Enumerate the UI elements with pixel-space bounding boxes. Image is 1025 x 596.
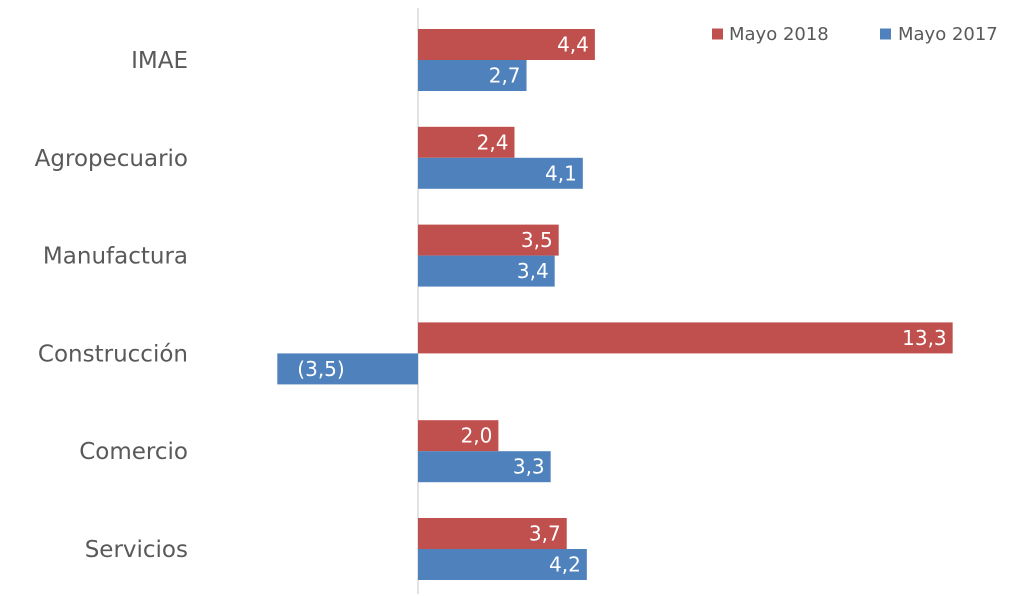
data-label-construccion-mayo-2018: 13,3 — [902, 326, 947, 350]
bar-imae-mayo-2018 — [418, 29, 595, 60]
bar-comercio-mayo-2017 — [418, 451, 551, 483]
data-label-comercio-mayo-2018: 2,0 — [461, 424, 493, 448]
bar-agropecuario-mayo-2018 — [418, 126, 515, 158]
bar-imae-mayo-2017 — [418, 60, 527, 91]
bar-construccion-mayo-2017 — [277, 353, 418, 385]
data-label-servicios-mayo-2018: 3,7 — [529, 522, 561, 546]
data-label-servicios-mayo-2017: 4,2 — [549, 553, 581, 577]
legend-swatch-mayo-2018 — [712, 28, 723, 40]
bar-comercio-mayo-2018 — [418, 420, 499, 452]
data-label-imae-mayo-2017: 2,7 — [489, 64, 521, 88]
category-label-agropecuario: Agropecuario — [35, 146, 188, 172]
bar-manufactura-mayo-2017 — [418, 255, 555, 287]
category-label-servicios: Servicios — [85, 537, 188, 563]
bar-agropecuario-mayo-2017 — [418, 157, 583, 189]
bar-servicios-mayo-2018 — [418, 518, 567, 549]
category-label-imae: IMAE — [131, 48, 188, 74]
legend: Mayo 2018 Mayo 2017 — [712, 24, 998, 45]
data-label-comercio-mayo-2017: 3,3 — [513, 455, 545, 479]
category-label-construccion: Construcción — [38, 341, 188, 367]
legend-swatch-mayo-2017 — [880, 28, 891, 40]
category-label-comercio: Comercio — [79, 439, 188, 465]
legend-label-mayo-2018: Mayo 2018 — [729, 24, 829, 45]
category-label-manufactura: Manufactura — [43, 244, 188, 270]
bar-manufactura-mayo-2018 — [418, 224, 559, 256]
bar-construccion-mayo-2018 — [418, 322, 953, 354]
data-label-imae-mayo-2018: 4,4 — [557, 33, 589, 57]
bar-servicios-mayo-2017 — [418, 549, 587, 580]
category-labels-group: IMAE Agropecuario Manufactura Construcción C… — [35, 48, 188, 563]
bars-group: 4,4 2,7 2,4 4,1 3,5 3,4 13,3 (3,5) 2,0 3,3 3,7 4,2 — [277, 29, 953, 580]
data-label-manufactura-mayo-2018: 3,5 — [521, 228, 553, 252]
data-label-agropecuario-mayo-2017: 4,1 — [545, 161, 577, 185]
data-label-construccion-mayo-2017: (3,5) — [297, 357, 344, 381]
legend-label-mayo-2017: Mayo 2017 — [898, 24, 998, 45]
data-label-manufactura-mayo-2017: 3,4 — [517, 259, 549, 283]
data-label-agropecuario-mayo-2018: 2,4 — [477, 130, 509, 154]
